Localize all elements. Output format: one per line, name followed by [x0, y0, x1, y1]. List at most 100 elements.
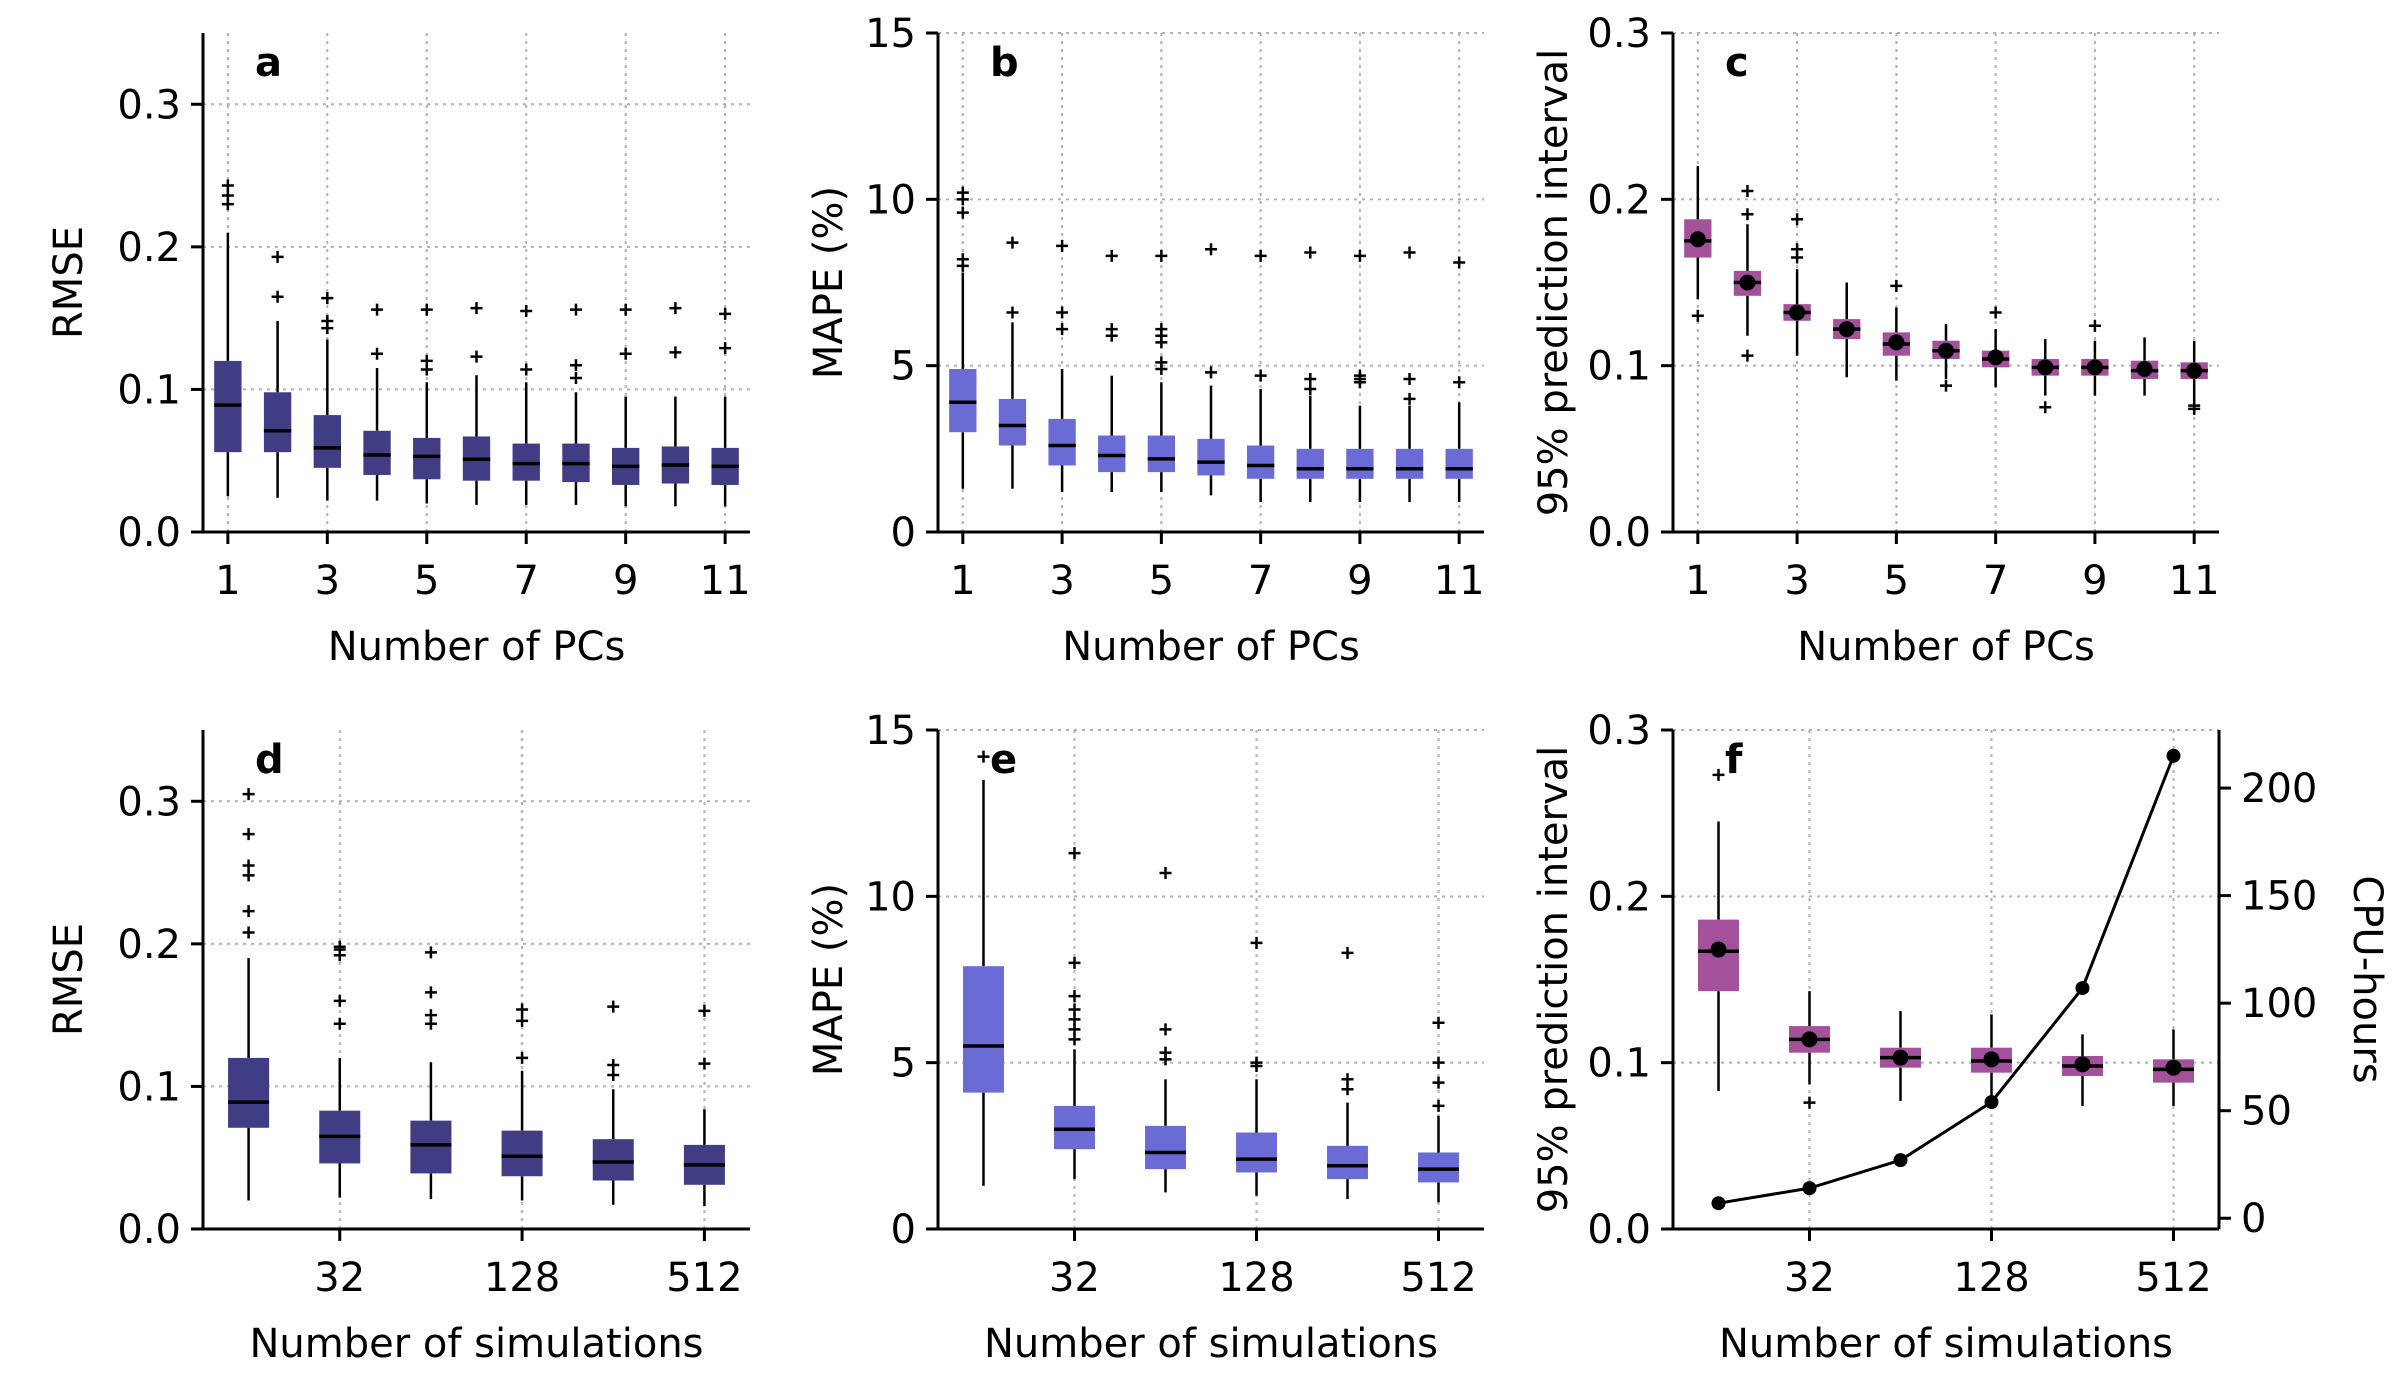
box-6 [1197, 243, 1225, 496]
flier [1341, 1073, 1354, 1086]
mean-marker [1888, 334, 1905, 351]
flier [1432, 1076, 1445, 1089]
flier [242, 926, 255, 939]
flier [1791, 243, 1804, 256]
box-256 [2062, 1034, 2103, 1106]
y-tick-label: 10 [865, 177, 916, 223]
mean-marker [1987, 349, 2004, 366]
flier [242, 859, 255, 872]
flier [520, 305, 533, 318]
flier [2088, 319, 2101, 332]
flier [242, 905, 255, 918]
flier [1304, 246, 1317, 259]
box-32 [1789, 991, 1830, 1109]
box-body [263, 392, 292, 453]
panel-e [926, 728, 1484, 1241]
flier [1712, 768, 1725, 781]
box-body [963, 966, 1004, 1093]
flier [321, 292, 334, 305]
flier [719, 307, 732, 320]
flier [1254, 249, 1267, 262]
x-tick-label: 128 [1218, 1255, 1294, 1301]
box-2 [1733, 185, 1762, 362]
box-6 [1932, 324, 1960, 392]
panel-letter: a [255, 40, 282, 86]
y-right-tick-label: 150 [2241, 874, 2317, 920]
flier [1403, 246, 1416, 259]
y-axis-label: RMSE [46, 923, 92, 1036]
x-tick-label: 1 [950, 558, 975, 604]
x-tick-label: 1 [215, 558, 240, 604]
cpu-hours-point [1984, 1095, 1999, 1110]
y-axis-label: 95% prediction interval [1531, 49, 1577, 517]
box-4 [1098, 249, 1126, 493]
box-9 [2081, 319, 2109, 396]
box-6 [462, 302, 491, 505]
box-1 [214, 179, 242, 497]
y-tick-label: 0.0 [117, 1207, 181, 1253]
flier [607, 1059, 620, 1072]
flier [956, 186, 969, 199]
panel-letter: d [255, 737, 284, 783]
box-4 [1833, 282, 1861, 378]
flier [1741, 208, 1754, 221]
box-512 [683, 1004, 725, 1207]
y-axis-right-label: CPU-hours [2344, 875, 2390, 1083]
x-tick-label: 3 [1784, 558, 1809, 604]
flier [1254, 369, 1267, 382]
flier [1432, 1016, 1445, 1029]
flier [1791, 213, 1804, 226]
flier [569, 372, 582, 385]
y-tick-label: 0.1 [117, 1064, 181, 1110]
y-tick-label: 0.3 [117, 779, 181, 825]
box-128 [501, 1003, 543, 1201]
box-body [363, 430, 391, 475]
flier [333, 940, 346, 953]
panel-c [1661, 31, 2219, 544]
cpu-hours-point [2166, 748, 2181, 763]
flier [1105, 323, 1118, 336]
box-8 [2031, 339, 2059, 414]
y-tick-label: 0 [891, 510, 916, 556]
box-256 [1327, 946, 1368, 1200]
mean-marker [1789, 304, 1806, 321]
box-16 [228, 788, 270, 1201]
flier [1403, 372, 1416, 385]
panel-letter: e [990, 737, 1017, 783]
mean-marker [2074, 1056, 2091, 1073]
y-tick-label: 0.2 [1587, 177, 1651, 223]
flier [607, 1000, 620, 1013]
x-tick-label: 9 [1347, 558, 1372, 604]
box-3 [1048, 239, 1076, 493]
flier [1056, 239, 1069, 252]
y-tick-label: 0.3 [1587, 11, 1651, 57]
y-tick-label: 0.0 [117, 510, 181, 556]
x-tick-label: 1 [1685, 558, 1710, 604]
y-tick-label: 0.3 [1587, 708, 1651, 754]
y-axis-label: RMSE [46, 226, 92, 339]
flier [1006, 236, 1019, 249]
x-tick-label: 32 [1049, 1255, 1100, 1301]
flier [420, 354, 433, 367]
box-body [1197, 438, 1225, 476]
flier [1250, 936, 1263, 949]
flier [1432, 1056, 1445, 1069]
flier [1105, 249, 1118, 262]
x-tick-label: 32 [1784, 1255, 1835, 1301]
mean-marker [1838, 321, 1855, 338]
y-tick-label: 0.2 [117, 225, 181, 271]
box-body [1346, 448, 1374, 479]
mean-marker [1938, 342, 1954, 359]
flier [1453, 376, 1466, 389]
flier [1155, 323, 1168, 336]
box-7 [1246, 249, 1275, 503]
cpu-hours-point [1711, 1196, 1726, 1211]
box-body [1145, 1125, 1186, 1170]
box-3 [1783, 213, 1811, 356]
flier [1068, 1003, 1081, 1016]
panel-letter: f [1725, 737, 1743, 783]
flier [669, 302, 682, 315]
x-tick-label: 9 [613, 558, 638, 604]
flier [221, 179, 234, 192]
panel-letter: c [1725, 40, 1749, 86]
